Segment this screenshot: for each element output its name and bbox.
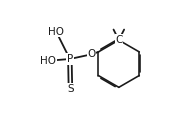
Text: O: O xyxy=(87,49,96,59)
Text: C: C xyxy=(115,35,123,45)
Text: P: P xyxy=(67,54,73,64)
Text: S: S xyxy=(67,84,74,93)
Text: HO: HO xyxy=(48,27,64,37)
Text: HO: HO xyxy=(40,56,56,66)
